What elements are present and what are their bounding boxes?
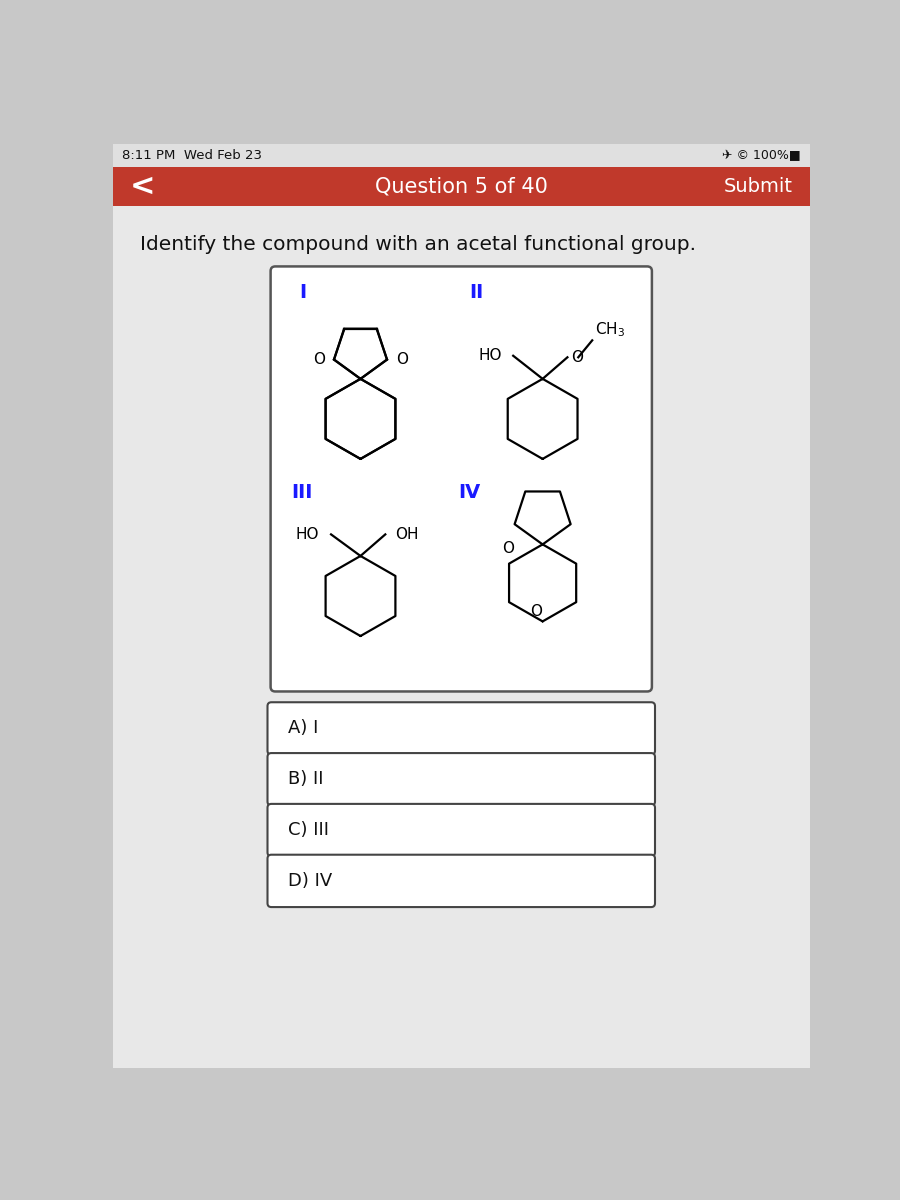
Text: II: II	[470, 283, 484, 302]
Text: IV: IV	[458, 484, 480, 503]
Text: O: O	[312, 352, 325, 367]
Text: C) III: C) III	[288, 821, 329, 839]
Text: <: <	[130, 172, 155, 200]
FancyBboxPatch shape	[267, 754, 655, 805]
Text: CH$_3$: CH$_3$	[595, 320, 625, 338]
Text: Question 5 of 40: Question 5 of 40	[374, 176, 548, 197]
Text: B) II: B) II	[288, 770, 324, 788]
Text: I: I	[299, 283, 306, 302]
Text: Submit: Submit	[724, 176, 793, 196]
Text: A) I: A) I	[288, 720, 319, 738]
FancyBboxPatch shape	[267, 804, 655, 857]
FancyBboxPatch shape	[271, 266, 652, 691]
Text: 8:11 PM  Wed Feb 23: 8:11 PM Wed Feb 23	[122, 149, 262, 162]
Text: O: O	[396, 352, 409, 367]
Text: III: III	[292, 484, 313, 503]
Text: HO: HO	[295, 527, 319, 542]
Text: HO: HO	[479, 348, 502, 364]
Text: ✈ © 100%■: ✈ © 100%■	[722, 149, 801, 162]
FancyBboxPatch shape	[267, 702, 655, 755]
FancyBboxPatch shape	[112, 167, 810, 205]
Text: O: O	[502, 541, 514, 556]
Text: OH: OH	[395, 527, 419, 542]
Text: D) IV: D) IV	[288, 872, 333, 890]
FancyBboxPatch shape	[112, 205, 810, 1068]
Text: Identify the compound with an acetal functional group.: Identify the compound with an acetal fun…	[140, 235, 696, 253]
FancyBboxPatch shape	[112, 144, 810, 167]
FancyBboxPatch shape	[267, 854, 655, 907]
Text: O: O	[572, 349, 583, 365]
Text: O: O	[530, 605, 543, 619]
